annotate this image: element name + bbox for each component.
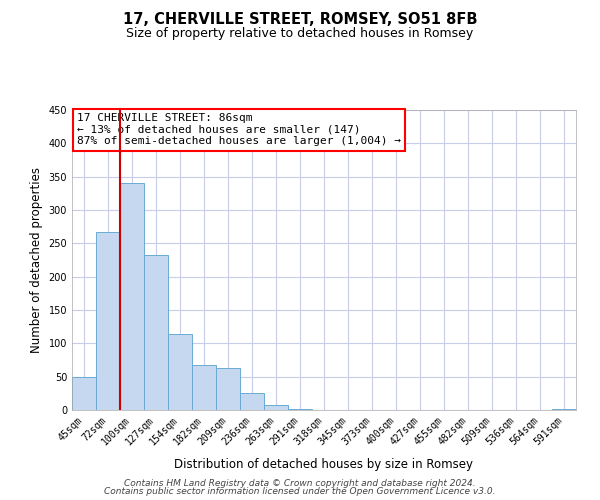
Text: Contains public sector information licensed under the Open Government Licence v3: Contains public sector information licen… [104, 487, 496, 496]
Bar [216, 368, 240, 410]
Bar [120, 184, 144, 410]
Y-axis label: Number of detached properties: Number of detached properties [30, 167, 43, 353]
Text: 17, CHERVILLE STREET, ROMSEY, SO51 8FB: 17, CHERVILLE STREET, ROMSEY, SO51 8FB [123, 12, 477, 28]
Bar [192, 364, 216, 410]
Text: Size of property relative to detached houses in Romsey: Size of property relative to detached ho… [127, 28, 473, 40]
Bar [72, 376, 96, 410]
Bar [144, 256, 168, 410]
Bar [96, 232, 120, 410]
Text: Contains HM Land Registry data © Crown copyright and database right 2024.: Contains HM Land Registry data © Crown c… [124, 478, 476, 488]
Bar [168, 334, 192, 410]
Bar [240, 394, 264, 410]
Text: 17 CHERVILLE STREET: 86sqm
← 13% of detached houses are smaller (147)
87% of sem: 17 CHERVILLE STREET: 86sqm ← 13% of deta… [77, 113, 401, 146]
X-axis label: Distribution of detached houses by size in Romsey: Distribution of detached houses by size … [175, 458, 473, 471]
Bar [552, 408, 576, 410]
Bar [264, 406, 288, 410]
